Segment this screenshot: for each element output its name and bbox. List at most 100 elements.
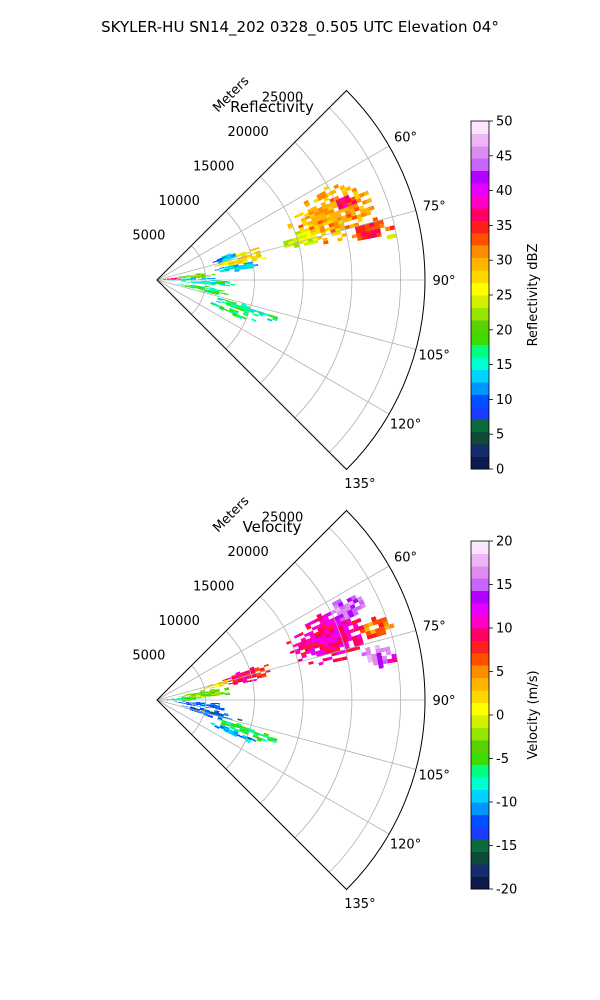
data-cell [355,197,362,204]
data-cell [237,260,243,263]
data-cell [236,315,242,320]
data-cell [186,700,192,702]
data-cell [190,704,196,707]
data-cell [215,693,221,695]
data-cell [210,692,216,695]
data-cell [359,208,366,214]
data-cell [247,679,253,683]
data-cell [320,635,327,640]
colorbar-tick-label: 15 [496,358,513,373]
data-cell [235,724,241,728]
data-cell [308,241,314,245]
data-cell [225,693,230,696]
data-cell [218,714,224,717]
data-cell [372,661,379,666]
data-cell [181,280,187,282]
data-cell [320,621,327,627]
data-cell [324,227,331,232]
colorbar-segment [471,864,489,877]
data-cell [205,281,211,283]
data-cell [229,283,235,286]
data-cell [185,694,191,696]
data-cell [298,226,305,231]
data-cell [249,730,255,734]
data-cell [310,636,317,641]
data-cell [209,712,214,715]
data-cell [181,698,187,699]
data-cell [322,193,328,199]
data-cell [210,704,216,707]
data-cell [228,263,234,267]
data-cell [230,253,236,256]
data-cell [263,732,269,737]
data-cell [191,278,196,280]
data-cell [214,712,219,715]
colorbar-segment [471,565,489,579]
data-cell [225,284,230,287]
range-tick-label: 25000 [262,511,303,526]
data-cell [186,702,191,704]
data-cell [272,737,278,742]
data-cell [205,704,211,706]
data-cell [311,218,318,224]
data-cell [323,644,330,649]
data-cell [223,728,229,732]
data-cell [332,218,338,223]
data-cell [210,278,216,280]
data-cell [251,255,257,259]
data-cell [200,703,206,706]
data-cell [237,258,243,262]
data-cell [379,626,386,632]
data-cell [191,278,196,279]
colorbar-segment [471,307,489,321]
data-cell [351,234,358,239]
data-cell [272,315,279,320]
data-cell [307,640,313,645]
data-cell [238,264,244,267]
data-cell [248,266,254,269]
colorbar-segment [471,456,489,470]
data-cell [195,275,201,277]
data-cell [219,292,224,295]
colorbar-segment [471,802,489,815]
data-cell [191,697,196,699]
data-cell [261,674,267,678]
data-cell [171,278,177,280]
data-cell [241,676,247,679]
data-cell [242,257,248,261]
data-cell [343,206,350,212]
data-cell [335,198,341,204]
data-cell [245,307,251,311]
data-cell [391,233,397,239]
data-cell [228,310,234,314]
azimuth-tick-label: 75° [423,200,446,215]
data-cell [248,264,254,268]
data-cell [323,196,330,202]
data-cell [238,730,244,734]
data-cell [303,242,309,246]
data-cell [324,619,331,625]
data-cell [233,261,238,264]
data-cell [376,618,383,624]
data-cell [345,213,352,219]
data-cell [339,616,346,622]
colorbar-segment [471,603,489,616]
data-cell [316,193,322,199]
data-cell [300,217,307,222]
data-cell [235,672,241,676]
data-cell [376,232,382,238]
velocity-colorbar: -20 -15 -10 -5 0 5 10 15 20 Velocity (m/s) [470,535,541,898]
data-cell [251,318,257,322]
data-cell [230,304,236,307]
colorbar-tick-label: 10 [496,622,513,637]
data-cell [230,724,236,727]
data-cell [309,213,316,218]
data-cell [342,203,349,209]
data-cell [322,641,329,646]
data-cell [220,724,226,728]
data-cell [318,629,325,635]
data-cell [392,657,398,663]
data-cell [248,263,254,266]
data-cell [222,298,228,302]
data-cell [220,282,226,284]
